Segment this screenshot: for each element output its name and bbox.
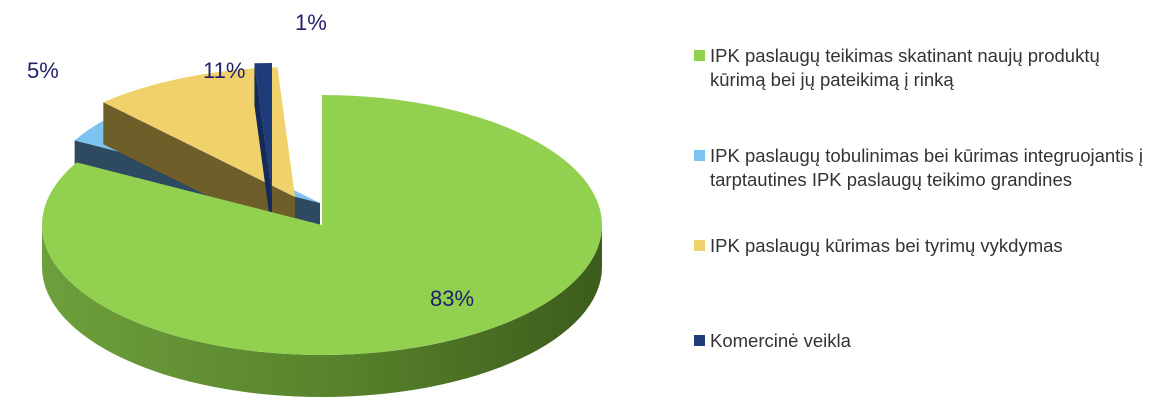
- legend-swatch-0: [694, 50, 705, 61]
- legend-item-0: IPK paslaugų teikimas skatinant naujų pr…: [694, 44, 1150, 92]
- legend-item-1: IPK paslaugų tobulinimas bei kūrimas int…: [694, 144, 1150, 192]
- legend-label-0: IPK paslaugų teikimas skatinant naujų pr…: [710, 45, 1100, 90]
- data-label-0: 83%: [430, 286, 474, 311]
- legend-swatch-3: [694, 335, 705, 346]
- data-label-1: 5%: [27, 58, 59, 83]
- pie-chart: 83% 5% 11% 1%: [27, 10, 603, 397]
- chart-legend: IPK paslaugų teikimas skatinant naujų pr…: [694, 0, 1154, 409]
- legend-label-1: IPK paslaugų tobulinimas bei kūrimas int…: [710, 145, 1143, 190]
- pie-slice-2: [103, 67, 295, 240]
- data-label-3: 1%: [295, 10, 327, 35]
- legend-swatch-1: [694, 150, 705, 161]
- legend-label-3: Komercinė veikla: [710, 330, 851, 351]
- data-label-2: 11%: [203, 58, 245, 83]
- legend-item-2: IPK paslaugų kūrimas bei tyrimų vykdymas: [694, 234, 1150, 258]
- legend-item-3: Komercinė veikla: [694, 329, 1150, 353]
- legend-swatch-2: [694, 240, 705, 251]
- pie-slice-3: [254, 63, 272, 235]
- pie-slice-0: [42, 95, 603, 397]
- legend-label-2: IPK paslaugų kūrimas bei tyrimų vykdymas: [710, 235, 1063, 256]
